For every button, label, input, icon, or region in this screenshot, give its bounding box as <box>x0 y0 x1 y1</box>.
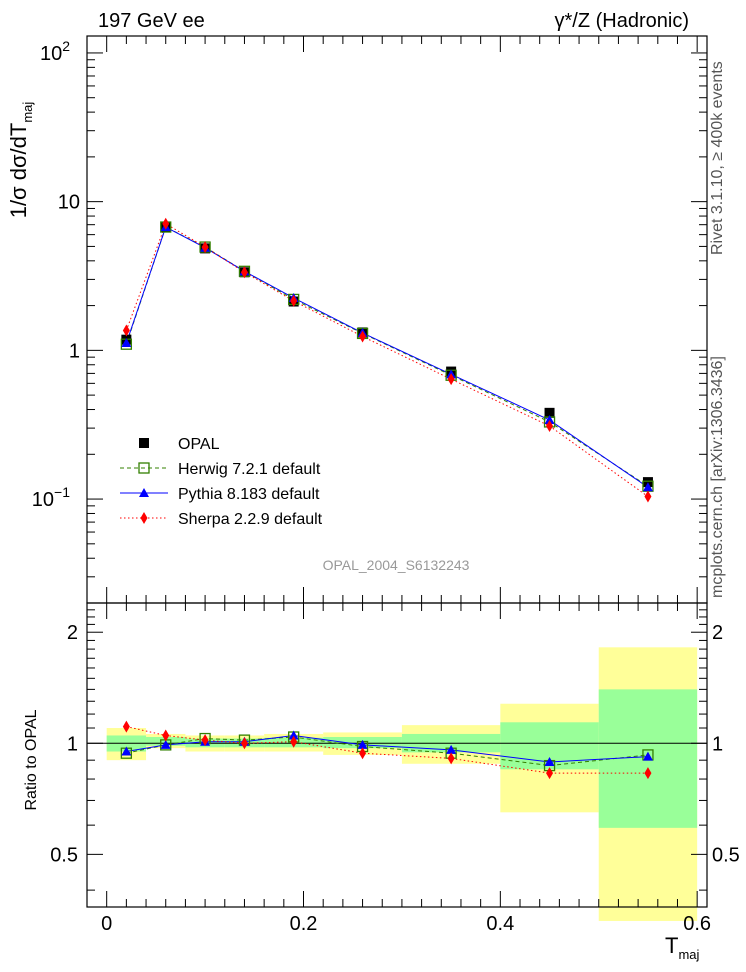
legend-label-sherpa: Sherpa 2.2.9 default <box>178 511 323 528</box>
sherpa-point <box>240 266 248 279</box>
main-plot: 10−1 1 10 102 <box>32 35 708 619</box>
sherpa-point <box>162 217 170 230</box>
x-axis-label: Tmaj <box>665 933 700 962</box>
ratio-y-tick-label: 2 <box>67 622 78 644</box>
pythia-point <box>544 756 555 766</box>
opal-point <box>642 477 653 488</box>
y-tick-label: 10−1 <box>32 484 70 511</box>
y-tick-label: 102 <box>40 38 70 65</box>
legend: OPAL Herwig 7.2.1 default Pythia 8.183 def… <box>120 436 323 528</box>
pythia-point <box>642 751 653 761</box>
sherpa-point <box>447 373 455 386</box>
sherpa-point <box>447 752 455 765</box>
pythia-point <box>544 415 555 425</box>
opal-point <box>544 407 555 418</box>
rivet-label: Rivet 3.1.10, ≥ 400k events <box>709 61 726 255</box>
analysis-watermark: OPAL_2004_S6132243 <box>323 557 470 573</box>
sherpa-point <box>140 512 148 524</box>
main-ylabel: 1/σ dσ/dTmaj <box>6 102 35 219</box>
ratio-y-tick-label-right: 2 <box>712 622 723 644</box>
herwig-point <box>138 462 150 474</box>
ratio-y-tick-label: 0.5 <box>50 844 78 866</box>
sherpa-point <box>359 330 367 343</box>
y-tick-label: 1 <box>69 340 80 362</box>
y-tick-label: 10 <box>58 192 80 214</box>
herwig-line <box>125 226 649 487</box>
sherpa-point <box>644 767 652 780</box>
sherpa-point <box>546 419 554 432</box>
ratio-y-tick-label-right: 0.5 <box>712 844 740 866</box>
main-ylabel-text: 1/σ dσ/dT <box>6 123 31 219</box>
pythia-point <box>139 488 149 497</box>
pythia-point <box>121 746 132 756</box>
sherpa-point <box>122 720 130 733</box>
x-tick-label: 0 <box>101 913 112 935</box>
mcplots-label: mcplots.cern.ch [arXiv:1306.3436] <box>709 356 726 598</box>
sherpa-point <box>162 729 170 742</box>
energy-label: 197 GeV ee <box>98 10 205 32</box>
sherpa-point <box>546 767 554 780</box>
sherpa-point <box>359 747 367 760</box>
x-tick-label: 0.2 <box>290 913 318 935</box>
legend-label-pythia: Pythia 8.183 default <box>178 486 320 503</box>
pythia-point <box>446 744 457 754</box>
process-label: γ*/Z (Hadronic) <box>555 10 689 32</box>
main-ylabel-sub: maj <box>20 102 35 123</box>
x-axis-label-text: T <box>665 933 678 958</box>
ratio-frame <box>86 602 708 908</box>
pythia-point <box>288 730 299 740</box>
sherpa-point <box>201 241 209 254</box>
legend-label-opal: OPAL <box>178 436 220 453</box>
sherpa-point <box>290 735 298 748</box>
x-tick-label: 0.6 <box>683 913 711 935</box>
pythia-point <box>160 739 171 749</box>
pythia-point <box>357 739 368 749</box>
sherpa-point <box>240 737 248 750</box>
ratio-plot: 0 0.2 0.4 0.6 0.5 0.5 1 1 2 2 <box>50 602 740 935</box>
opal-point <box>139 438 149 448</box>
ratio-y-tick-label-right: 1 <box>712 733 723 755</box>
pythia-point <box>642 482 653 492</box>
sherpa-point <box>644 490 652 503</box>
sherpa-point <box>201 734 209 747</box>
ratio-ylabel: Ratio to OPAL <box>23 709 40 810</box>
ratio-y-tick-label: 1 <box>67 733 78 755</box>
x-tick-label: 0.4 <box>486 913 514 935</box>
legend-label-herwig: Herwig 7.2.1 default <box>178 461 321 478</box>
sherpa-line <box>125 223 649 497</box>
sherpa-point <box>290 294 298 307</box>
pythia-point <box>121 338 132 348</box>
x-axis-label-sub: maj <box>678 947 699 962</box>
sherpa-point <box>122 324 130 337</box>
